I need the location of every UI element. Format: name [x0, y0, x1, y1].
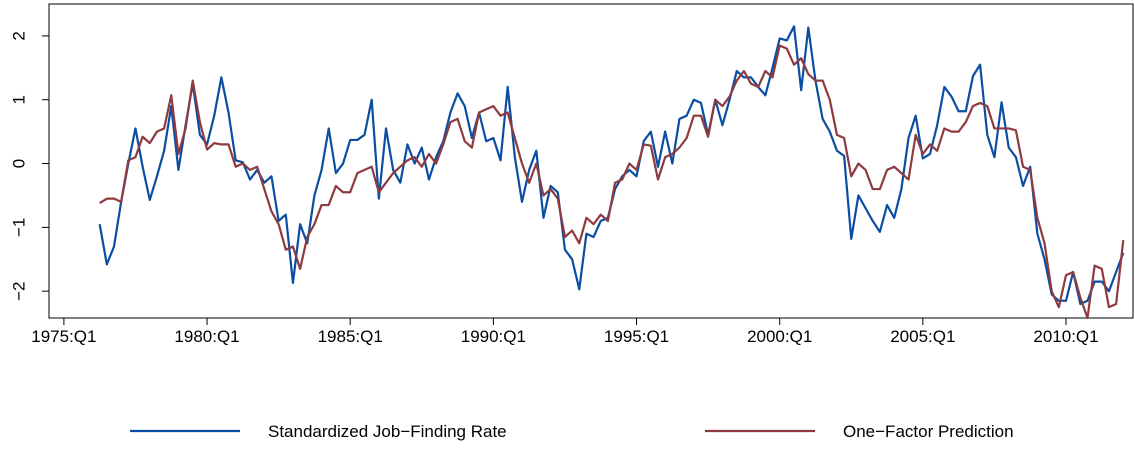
x-tick-label: 2010:Q1	[1033, 327, 1098, 346]
y-tick-label: −1	[9, 218, 28, 237]
y-tick-label: 0	[9, 159, 28, 168]
x-tick-label: 1990:Q1	[461, 327, 526, 346]
series-line	[99, 44, 1125, 320]
x-tick-label: 1980:Q1	[174, 327, 239, 346]
x-tick-label: 2005:Q1	[890, 327, 955, 346]
x-tick-label: 1975:Q1	[31, 327, 96, 346]
legend-label: Standardized Job−Finding Rate	[268, 422, 507, 441]
x-tick-label: 1985:Q1	[318, 327, 383, 346]
plot-frame	[48, 3, 1134, 319]
series-line	[98, 25, 1125, 306]
x-tick-label: 1995:Q1	[604, 327, 669, 346]
legend-label: One−Factor Prediction	[843, 422, 1014, 441]
x-tick-label: 2000:Q1	[747, 327, 812, 346]
y-tick-label: −2	[9, 281, 28, 300]
y-tick-label: 1	[9, 95, 28, 104]
y-tick-label: 2	[9, 31, 28, 40]
